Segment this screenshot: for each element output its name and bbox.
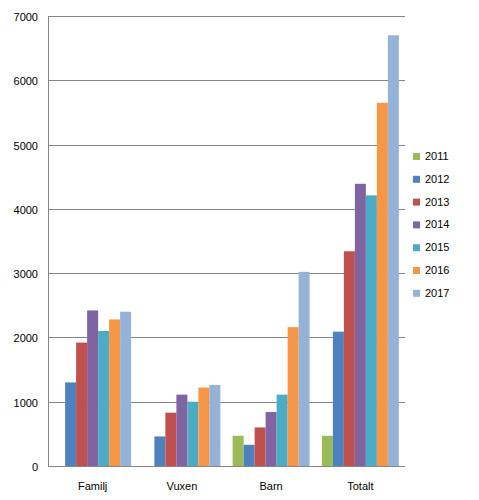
legend-swatch [413,153,420,160]
y-tick-label: 4000 [14,204,38,216]
grid-line [48,80,405,81]
bar [198,388,209,466]
y-tick-label: 7000 [14,11,38,23]
bar [255,427,266,466]
legend-swatch [413,176,420,183]
bar [299,272,310,466]
bar [109,319,120,466]
legend-swatch [413,221,420,228]
bar [366,195,377,466]
grid-line [48,466,405,467]
y-tick-label: 3000 [14,268,38,280]
legend-swatch [413,244,420,251]
legend-label: 2014 [425,218,449,230]
legend-label: 2015 [425,241,449,253]
grid-line [48,209,405,210]
legend-label: 2011 [425,150,449,162]
bar [288,327,299,466]
bar [176,395,187,466]
bar [277,395,288,466]
bar [333,332,344,466]
bars [65,35,399,466]
y-tick-label: 6000 [14,75,38,87]
bar [377,103,388,466]
bar [388,35,399,466]
bar [209,385,220,466]
x-axis [48,466,405,467]
bar [355,184,366,466]
legend-swatch [413,267,420,274]
legend-label: 2013 [425,196,449,208]
x-tick-label: Familj [78,480,107,492]
x-tick-label: Totalt [347,480,373,492]
legend-label: 2017 [425,287,449,299]
bar [266,412,277,466]
bar [120,312,131,466]
y-tick-label: 0 [32,461,38,473]
chart: 0 1000 2000 3000 4000 5000 6000 7000 Familj Vuxen… [0,0,479,500]
y-axis [48,16,49,466]
y-tick-label: 5000 [14,140,38,152]
x-tick-label: Barn [260,480,283,492]
bar [187,402,198,466]
bar [154,436,165,466]
legend-swatch [413,199,420,206]
bar [244,445,255,466]
bar [98,331,109,466]
bar [344,251,355,466]
bar [87,310,98,466]
bar [233,436,244,466]
x-tick-label: Vuxen [166,480,197,492]
y-tick-label: 1000 [14,397,38,409]
grid-line [48,16,405,17]
bar [165,413,176,466]
bar [76,343,87,466]
legend-label: 2012 [425,173,449,185]
bar [322,436,333,466]
y-tick-label: 2000 [14,332,38,344]
bar [65,382,76,466]
legend-swatch [413,290,420,297]
grid-line [48,145,405,146]
legend-label: 2016 [425,264,449,276]
